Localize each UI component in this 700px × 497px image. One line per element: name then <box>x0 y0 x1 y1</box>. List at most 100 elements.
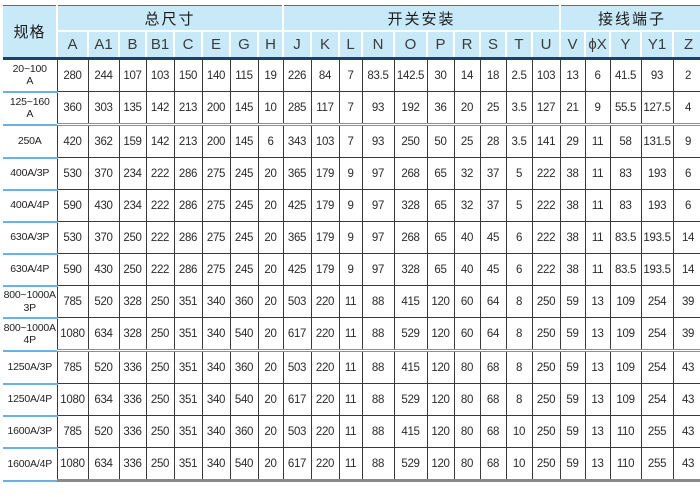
cell-r: 60 <box>453 317 481 352</box>
cell-z: 6 <box>672 157 700 190</box>
cell-o: 328 <box>393 189 428 222</box>
cell-h: 20 <box>257 221 284 254</box>
cell-g: 245 <box>229 253 259 286</box>
cell-h: 20 <box>257 383 284 416</box>
cell-j: 503 <box>282 415 312 448</box>
cell-e: 340 <box>201 415 231 448</box>
column-header-b: B <box>119 31 147 60</box>
cell-l: 9 <box>338 157 363 190</box>
cell-v: 59 <box>559 447 586 482</box>
cell-l: 11 <box>338 415 363 448</box>
cell-j: 617 <box>282 447 312 482</box>
cell-u: 141 <box>531 124 561 158</box>
cell-o: 268 <box>393 221 428 254</box>
cell-t: 6 <box>505 253 533 286</box>
cell-t: 8 <box>505 285 533 318</box>
cell-v: 38 <box>559 253 586 286</box>
cell-b1: 250 <box>145 285 175 318</box>
column-header-u: U <box>532 31 562 60</box>
cell-e: 200 <box>201 124 231 158</box>
cell-y: 55.5 <box>609 91 642 126</box>
cell-o: 415 <box>393 415 428 448</box>
cell-h: 20 <box>257 415 284 448</box>
cell-phi-x: 11 <box>584 253 611 286</box>
cell-n: 83.5 <box>361 58 395 92</box>
cell-phi-x: 6 <box>584 58 611 92</box>
cell-g: 115 <box>229 58 259 92</box>
cell-l: 9 <box>338 189 363 222</box>
spec-cell: 800~1000A 3P <box>3 285 58 319</box>
cell-n: 88 <box>361 447 395 482</box>
cell-e: 200 <box>201 91 231 126</box>
cell-p: 65 <box>426 221 455 254</box>
spec-column-header: 规格 <box>3 5 58 60</box>
cell-k: 220 <box>310 383 340 416</box>
table-row: 400A/3P 530 370 234 222 286 275 245 20 365 179 9 97 2… <box>3 157 700 191</box>
cell-v: 38 <box>559 189 586 222</box>
cell-y1: 193 <box>640 157 674 190</box>
cell-j: 617 <box>282 383 312 416</box>
cell-p: 120 <box>426 317 455 352</box>
cell-u: 250 <box>531 415 561 448</box>
cell-k: 179 <box>310 253 340 286</box>
cell-r: 80 <box>453 447 481 482</box>
cell-b: 250 <box>118 253 147 286</box>
cell-h: 20 <box>257 285 284 318</box>
cell-n: 93 <box>361 124 395 158</box>
cell-h: 10 <box>257 91 284 126</box>
cell-j: 365 <box>282 221 312 254</box>
cell-g: 245 <box>229 221 259 254</box>
cell-y1: 255 <box>640 447 674 482</box>
cell-y: 83 <box>609 189 642 222</box>
cell-u: 222 <box>531 189 561 222</box>
cell-z: 4 <box>672 91 700 126</box>
cell-phi-x: 11 <box>584 124 611 158</box>
cell-b: 234 <box>118 157 147 190</box>
cell-r: 40 <box>453 253 481 286</box>
cell-b: 328 <box>118 317 147 352</box>
spec-cell: 125~160 A <box>3 91 58 126</box>
group-header-switch-mounting: 开关安装 <box>283 5 562 32</box>
column-header-g: G <box>230 31 259 60</box>
cell-e: 340 <box>201 447 231 482</box>
cell-a1: 370 <box>87 157 120 190</box>
cell-a: 1080 <box>56 317 89 352</box>
cell-t: 8 <box>505 317 533 352</box>
cell-y: 58 <box>609 124 642 158</box>
cell-r: 32 <box>453 157 481 190</box>
cell-b1: 142 <box>145 124 175 158</box>
column-header-e: E <box>202 31 231 60</box>
cell-b: 336 <box>118 415 147 448</box>
cell-j: 503 <box>282 285 312 318</box>
cell-g: 540 <box>229 447 259 482</box>
cell-z: 39 <box>672 317 700 352</box>
cell-r: 25 <box>453 124 481 158</box>
cell-g: 145 <box>229 124 259 158</box>
table-row: 125~160 A 360 303 135 142 213 200 145 10 285 117 7 93… <box>3 91 700 126</box>
cell-b1: 250 <box>145 447 175 482</box>
cell-k: 220 <box>310 415 340 448</box>
cell-t: 5 <box>505 157 533 190</box>
cell-c: 286 <box>173 189 203 222</box>
cell-k: 179 <box>310 157 340 190</box>
cell-c: 150 <box>173 58 203 92</box>
cell-t: 10 <box>505 447 533 482</box>
cell-o: 250 <box>393 124 428 158</box>
column-header-phi-x: ϕX <box>585 31 612 60</box>
cell-p: 36 <box>426 91 455 126</box>
cell-y: 110 <box>609 415 642 448</box>
cell-e: 140 <box>201 58 231 92</box>
cell-k: 220 <box>310 447 340 482</box>
cell-s: 68 <box>479 383 507 416</box>
cell-a: 785 <box>56 350 89 384</box>
cell-a: 590 <box>56 253 89 286</box>
cell-u: 103 <box>531 58 561 92</box>
cell-a1: 430 <box>87 253 120 286</box>
cell-r: 80 <box>453 415 481 448</box>
column-header-t: T <box>506 31 534 60</box>
cell-b1: 250 <box>145 415 175 448</box>
cell-y1: 254 <box>640 383 674 416</box>
column-header-a: A <box>57 31 89 60</box>
cell-a1: 520 <box>87 415 120 448</box>
cell-p: 120 <box>426 383 455 416</box>
